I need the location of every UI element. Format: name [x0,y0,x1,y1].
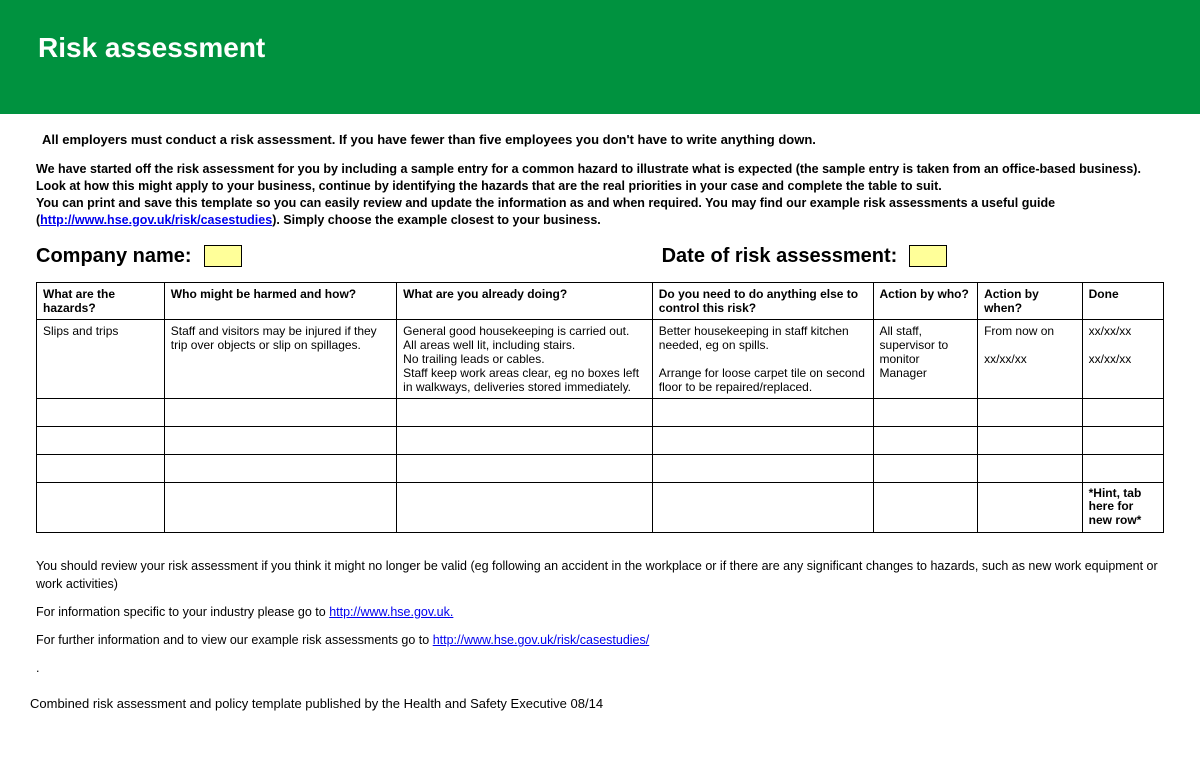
table-header-5: Action by when? [978,282,1083,319]
intro-lead: All employers must conduct a risk assess… [42,132,1164,147]
footer-further-link[interactable]: http://www.hse.gov.uk/risk/casestudies/ [433,633,650,647]
cell-empty[interactable] [652,398,873,426]
intro-line2: Look at how this might apply to your bus… [36,179,942,193]
cell-empty[interactable] [873,426,978,454]
footer-review: You should review your risk assessment i… [36,557,1164,593]
footer-area: You should review your risk assessment i… [0,543,1200,696]
cell-empty[interactable] [978,426,1083,454]
cell-empty[interactable] [652,426,873,454]
table-row: *Hint, tab here for new row* [37,482,1164,532]
cell-doing[interactable]: General good housekeeping is carried out… [397,319,653,398]
page-title: Risk assessment [38,32,1162,64]
cell-by-when[interactable]: From now onxx/xx/xx [978,319,1083,398]
cell-empty[interactable] [978,398,1083,426]
cell-empty[interactable] [397,482,653,532]
intro-line4-after: ). Simply choose the example closest to … [272,213,601,227]
cell-empty[interactable] [1082,454,1163,482]
table-row [37,426,1164,454]
content-area: All employers must conduct a risk assess… [0,114,1200,543]
cell-empty[interactable] [397,454,653,482]
date-label: Date of risk assessment: [662,245,898,268]
cell-empty[interactable] [397,426,653,454]
meta-row: Company name: Date of risk assessment: [36,245,1164,268]
table-header-row: What are the hazards?Who might be harmed… [37,282,1164,319]
cell-else[interactable]: Better housekeeping in staff kitchen nee… [652,319,873,398]
footer-industry-pre: For information specific to your industr… [36,605,329,619]
table-row [37,398,1164,426]
intro-line1: We have started off the risk assessment … [36,162,1141,176]
cell-empty[interactable] [978,454,1083,482]
cell-by-who[interactable]: All staff, supervisor to monitorManager [873,319,978,398]
intro-body: We have started off the risk assessment … [36,161,1164,229]
cell-empty[interactable] [164,426,396,454]
cell-empty[interactable] [397,398,653,426]
cell-done[interactable]: xx/xx/xxxx/xx/xx [1082,319,1163,398]
table-header-1: Who might be harmed and how? [164,282,396,319]
table-header-0: What are the hazards? [37,282,165,319]
table-header-3: Do you need to do anything else to contr… [652,282,873,319]
cell-empty[interactable] [873,454,978,482]
cell-hazard[interactable]: Slips and trips [37,319,165,398]
cell-empty[interactable] [978,482,1083,532]
cell-empty[interactable] [1082,426,1163,454]
table-header-4: Action by who? [873,282,978,319]
cell-empty[interactable] [652,482,873,532]
date-input[interactable] [909,245,947,267]
intro-line3: You can print and save this template so … [36,196,1055,210]
cell-empty[interactable] [873,482,978,532]
cell-empty[interactable] [164,454,396,482]
footer-further-pre: For further information and to view our … [36,633,433,647]
cell-empty[interactable] [37,398,165,426]
table-header-6: Done [1082,282,1163,319]
cell-who[interactable]: Staff and visitors may be injured if the… [164,319,396,398]
cell-empty[interactable] [652,454,873,482]
cell-empty[interactable] [164,398,396,426]
table-row [37,454,1164,482]
cell-empty[interactable] [164,482,396,532]
footer-industry-link[interactable]: http://www.hse.gov.uk. [329,605,453,619]
cell-empty[interactable] [37,482,165,532]
cell-empty[interactable] [37,454,165,482]
cell-empty[interactable] [1082,398,1163,426]
table-header-2: What are you already doing? [397,282,653,319]
cell-hint[interactable]: *Hint, tab here for new row* [1082,482,1163,532]
header-bar: Risk assessment [0,0,1200,114]
footer-dot: . [36,659,1164,677]
footer-further: For further information and to view our … [36,631,1164,649]
publication-line: Combined risk assessment and policy temp… [0,696,1200,717]
footer-industry: For information specific to your industr… [36,603,1164,621]
cell-empty[interactable] [873,398,978,426]
company-name-label: Company name: [36,245,192,268]
company-name-input[interactable] [204,245,242,267]
table-row: Slips and tripsStaff and visitors may be… [37,319,1164,398]
intro-link[interactable]: http://www.hse.gov.uk/risk/casestudies [40,213,272,227]
cell-empty[interactable] [37,426,165,454]
risk-table: What are the hazards?Who might be harmed… [36,282,1164,533]
